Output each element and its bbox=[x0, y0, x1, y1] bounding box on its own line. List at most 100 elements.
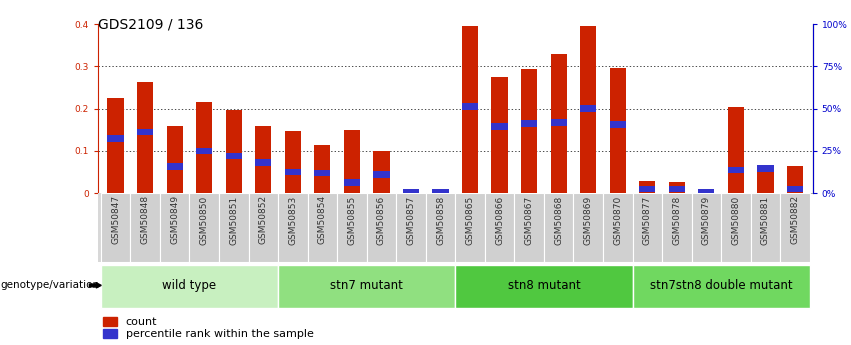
Text: GSM50854: GSM50854 bbox=[318, 195, 327, 244]
Text: GSM50867: GSM50867 bbox=[524, 195, 534, 245]
Bar bbox=[485, 193, 514, 262]
Bar bbox=[580, 105, 597, 112]
Bar bbox=[462, 26, 478, 193]
Bar bbox=[455, 265, 632, 308]
Bar bbox=[751, 193, 780, 262]
Bar bbox=[397, 193, 426, 262]
Text: GSM50847: GSM50847 bbox=[111, 195, 120, 244]
Bar bbox=[492, 77, 508, 193]
Bar bbox=[669, 186, 685, 193]
Bar bbox=[432, 189, 448, 195]
Text: genotype/variation: genotype/variation bbox=[1, 280, 100, 290]
Bar bbox=[692, 193, 721, 262]
Text: GSM50856: GSM50856 bbox=[377, 195, 386, 245]
Bar bbox=[403, 191, 419, 193]
Bar bbox=[344, 130, 360, 193]
Bar bbox=[374, 171, 390, 178]
Bar bbox=[190, 193, 219, 262]
Bar bbox=[160, 193, 190, 262]
Text: GSM50852: GSM50852 bbox=[259, 195, 268, 244]
Bar bbox=[255, 126, 271, 193]
Text: GSM50849: GSM50849 bbox=[170, 195, 180, 244]
Bar bbox=[255, 159, 271, 166]
Text: GSM50870: GSM50870 bbox=[614, 195, 622, 245]
Bar bbox=[278, 193, 307, 262]
Bar bbox=[248, 193, 278, 262]
Text: GDS2109 / 136: GDS2109 / 136 bbox=[98, 17, 203, 31]
Bar bbox=[167, 126, 183, 193]
Bar bbox=[639, 181, 655, 193]
Bar bbox=[226, 110, 242, 193]
Bar bbox=[698, 191, 715, 193]
Bar bbox=[374, 151, 390, 193]
Bar bbox=[698, 189, 715, 195]
Bar bbox=[551, 54, 567, 193]
Bar bbox=[137, 129, 153, 135]
Text: GSM50858: GSM50858 bbox=[436, 195, 445, 245]
Text: GSM50866: GSM50866 bbox=[495, 195, 504, 245]
Bar bbox=[521, 120, 537, 127]
Bar bbox=[167, 163, 183, 170]
Bar bbox=[314, 169, 330, 176]
Bar bbox=[514, 193, 544, 262]
Bar bbox=[669, 182, 685, 193]
Bar bbox=[521, 69, 537, 193]
Bar bbox=[787, 186, 803, 193]
Text: GSM50865: GSM50865 bbox=[465, 195, 475, 245]
Text: stn7stn8 double mutant: stn7stn8 double mutant bbox=[650, 279, 792, 292]
Bar bbox=[285, 131, 301, 193]
Bar bbox=[462, 103, 478, 110]
Bar bbox=[632, 193, 662, 262]
Text: GSM50868: GSM50868 bbox=[554, 195, 563, 245]
Text: GSM50882: GSM50882 bbox=[791, 195, 799, 244]
Text: GSM50880: GSM50880 bbox=[731, 195, 740, 245]
Bar bbox=[551, 119, 567, 126]
Bar bbox=[196, 102, 213, 193]
Text: GSM50869: GSM50869 bbox=[584, 195, 592, 245]
Bar bbox=[137, 82, 153, 193]
Bar bbox=[226, 152, 242, 159]
Bar bbox=[107, 135, 123, 142]
Bar bbox=[367, 193, 397, 262]
Bar bbox=[196, 148, 213, 154]
Bar bbox=[662, 193, 692, 262]
Bar bbox=[780, 193, 810, 262]
Bar bbox=[721, 193, 751, 262]
Bar bbox=[432, 191, 448, 193]
Bar bbox=[314, 145, 330, 193]
Text: GSM50855: GSM50855 bbox=[347, 195, 357, 245]
Bar bbox=[728, 107, 744, 193]
Text: stn7 mutant: stn7 mutant bbox=[330, 279, 403, 292]
Bar bbox=[403, 189, 419, 195]
Bar bbox=[344, 179, 360, 186]
Bar bbox=[757, 165, 774, 172]
Bar bbox=[574, 193, 603, 262]
Text: GSM50857: GSM50857 bbox=[407, 195, 415, 245]
Bar bbox=[100, 193, 130, 262]
Bar bbox=[609, 121, 625, 128]
Text: GSM50853: GSM50853 bbox=[288, 195, 297, 245]
Bar bbox=[757, 170, 774, 193]
Bar bbox=[426, 193, 455, 262]
Bar bbox=[107, 98, 123, 193]
Bar bbox=[609, 68, 625, 193]
Bar bbox=[130, 193, 160, 262]
Text: wild type: wild type bbox=[163, 279, 216, 292]
Bar bbox=[278, 265, 455, 308]
Bar bbox=[492, 123, 508, 130]
Bar bbox=[580, 26, 597, 193]
Legend: count, percentile rank within the sample: count, percentile rank within the sample bbox=[104, 317, 313, 339]
Text: GSM50850: GSM50850 bbox=[200, 195, 208, 245]
Bar bbox=[455, 193, 485, 262]
Bar bbox=[728, 167, 744, 173]
Bar bbox=[307, 193, 337, 262]
Text: GSM50879: GSM50879 bbox=[702, 195, 711, 245]
Text: GSM50851: GSM50851 bbox=[229, 195, 238, 245]
Text: GSM50881: GSM50881 bbox=[761, 195, 770, 245]
Bar bbox=[639, 186, 655, 193]
Bar bbox=[219, 193, 248, 262]
Bar bbox=[632, 265, 810, 308]
Text: GSM50878: GSM50878 bbox=[672, 195, 682, 245]
Bar bbox=[337, 193, 367, 262]
Bar bbox=[544, 193, 574, 262]
